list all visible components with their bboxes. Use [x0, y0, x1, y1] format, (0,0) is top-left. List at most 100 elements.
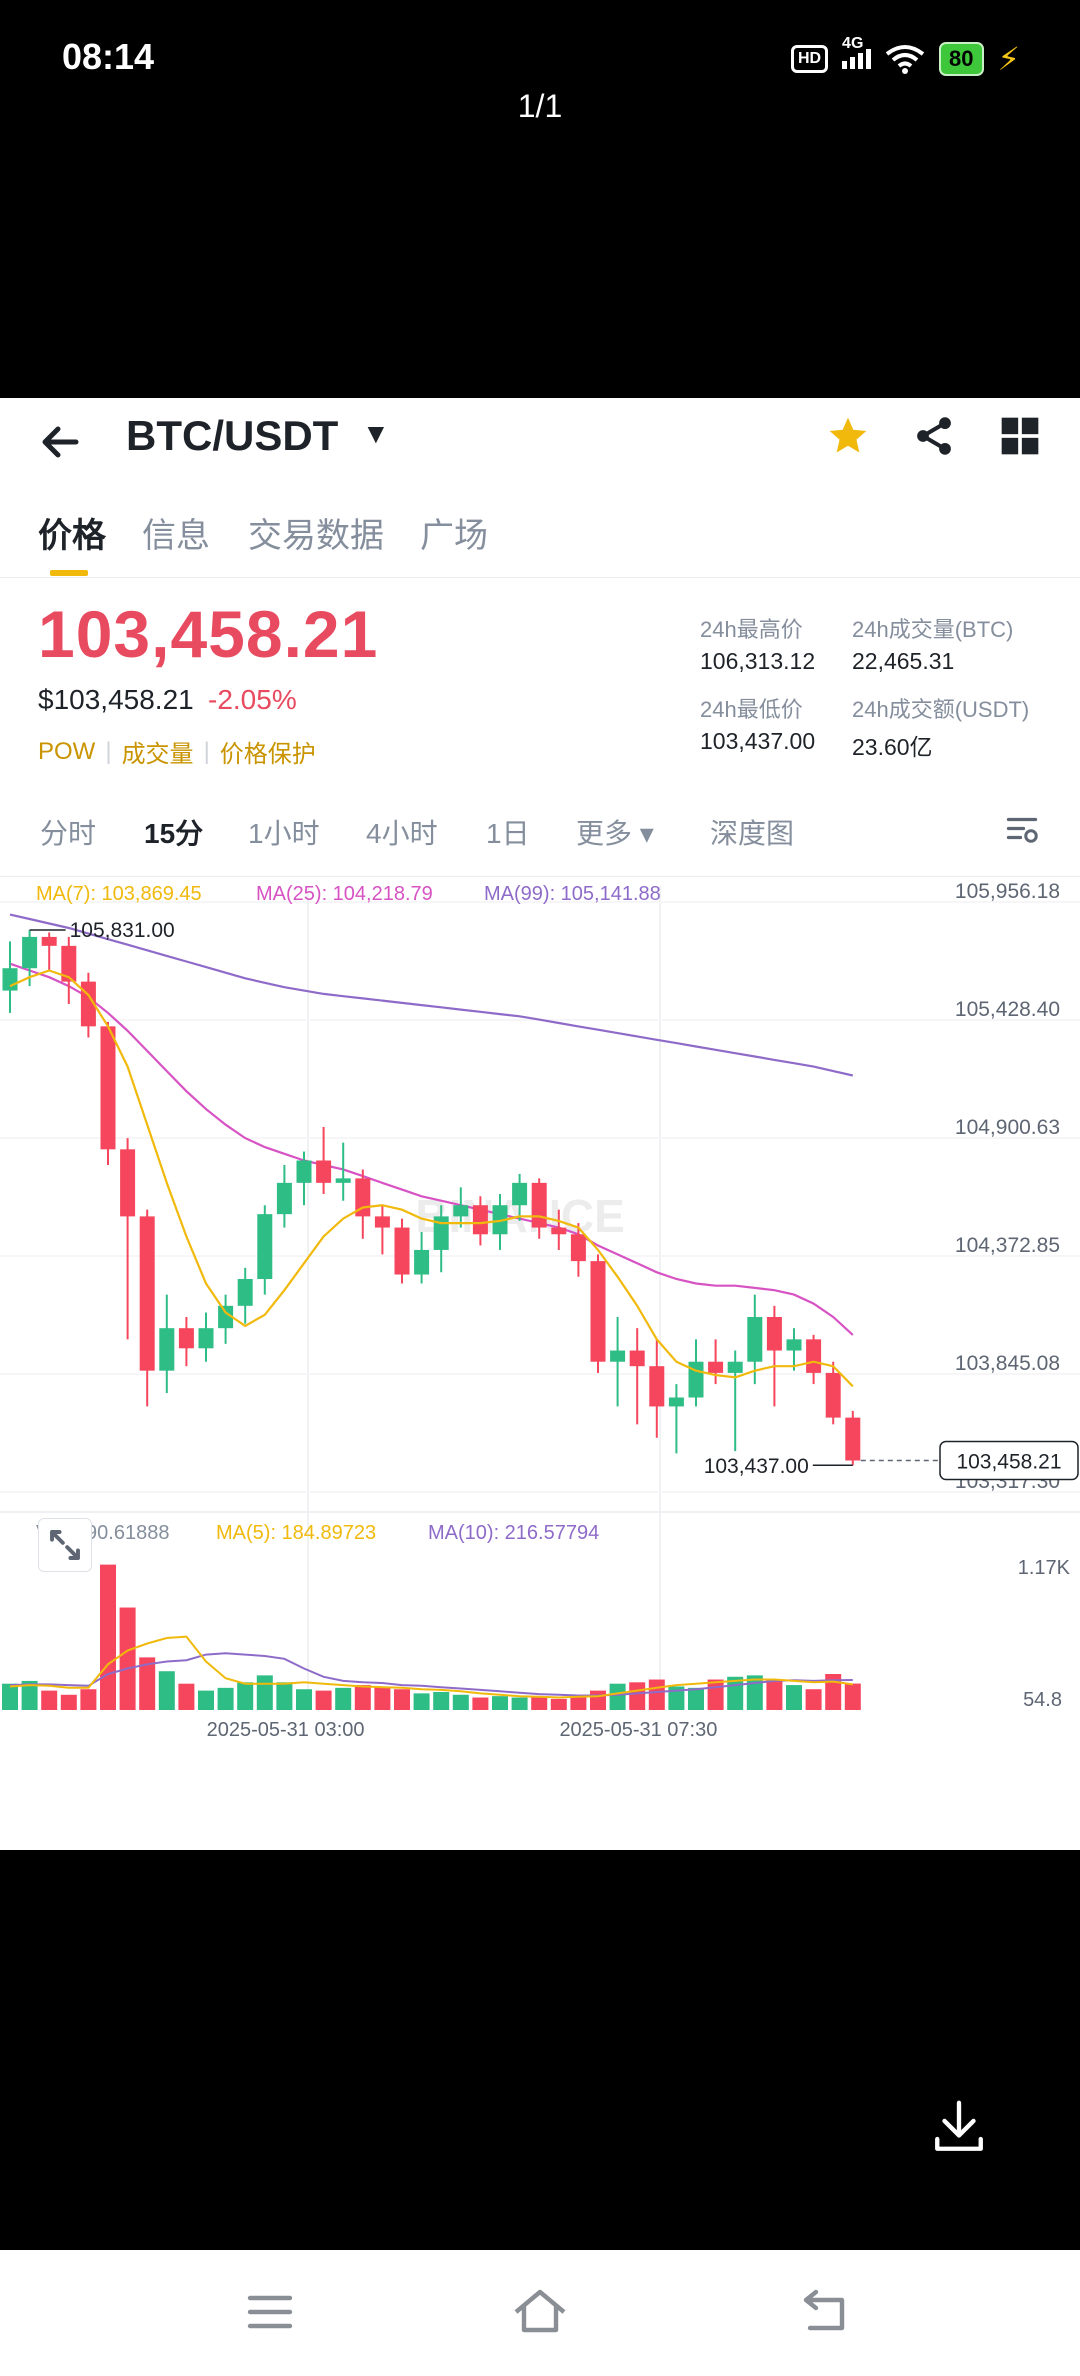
volume-bar	[805, 1689, 822, 1710]
download-icon[interactable]	[930, 2098, 988, 2156]
volume-bar	[158, 1671, 175, 1710]
back-nav-icon[interactable]	[798, 2288, 850, 2334]
candle-body	[708, 1361, 724, 1373]
price-change: -2.05%	[208, 684, 297, 715]
tab-info[interactable]: 信息	[142, 517, 210, 555]
volume-bar	[178, 1683, 195, 1710]
candle-body	[610, 1350, 626, 1362]
price-axis-label: 105,956.18	[955, 880, 1060, 903]
candle-body	[139, 1216, 155, 1371]
grid-menu-icon[interactable]	[998, 414, 1042, 458]
candle-body	[472, 1205, 488, 1235]
tag-divider: |	[105, 737, 112, 765]
volume-bar	[590, 1690, 606, 1710]
chart-settings-icon[interactable]	[1004, 812, 1040, 848]
recent-apps-icon[interactable]	[246, 2290, 294, 2334]
candle-body	[2, 968, 18, 991]
tab-square[interactable]: 广场	[420, 517, 488, 555]
pair-title[interactable]: BTC/USDT	[126, 412, 339, 459]
candle-body	[41, 936, 57, 946]
candle-body	[296, 1160, 312, 1183]
active-tab-indicator	[50, 570, 88, 576]
pair-header: BTC/USDT ▼	[0, 398, 1080, 498]
volume-bar	[492, 1696, 508, 1710]
volume-bar	[413, 1693, 430, 1710]
high-24h-label: 24h最高价	[700, 617, 803, 642]
navigation-bar	[0, 2250, 1080, 2376]
candle-body	[178, 1328, 194, 1349]
volume-bar	[139, 1657, 156, 1710]
volume-bar	[766, 1679, 783, 1710]
high-marker-label: 105,831.00	[70, 919, 175, 942]
candle-body	[570, 1234, 586, 1262]
share-icon[interactable]	[912, 414, 956, 458]
page-indicator: 1/1	[517, 88, 563, 124]
vol-ma10-legend: MA(10): 216.57794	[428, 1522, 599, 1544]
candle-body	[414, 1249, 430, 1275]
tf-more[interactable]: 更多 ▾	[576, 818, 654, 849]
ma99-line	[9, 913, 854, 1077]
tf-4h[interactable]: 4小时	[366, 818, 438, 849]
tf-line[interactable]: 分时	[40, 818, 97, 849]
vol-axis-label: 1.17K	[1018, 1557, 1071, 1579]
low-24h-label: 24h最低价	[700, 697, 803, 722]
tf-depth[interactable]: 深度图	[710, 818, 795, 849]
volume-bar	[394, 1689, 410, 1710]
expand-chart-button[interactable]	[38, 1518, 92, 1572]
volume-bar	[648, 1679, 665, 1710]
tab-price[interactable]: 价格	[38, 517, 106, 555]
candle-body	[237, 1278, 253, 1306]
volume-bar	[315, 1690, 332, 1710]
tag-pow[interactable]: POW	[38, 737, 96, 765]
candle-body	[668, 1397, 684, 1407]
volume-bar	[531, 1697, 548, 1710]
volume-bar	[688, 1687, 704, 1710]
volume-bar	[452, 1694, 469, 1710]
candle-body	[159, 1328, 175, 1371]
tf-1h[interactable]: 1小时	[248, 818, 320, 849]
back-arrow-icon[interactable]	[36, 418, 84, 466]
status-bar: 08:14 HD 4G 80 ⚡ 1/1	[0, 0, 1080, 124]
charging-icon: ⚡	[997, 41, 1020, 77]
volume-bar	[354, 1685, 371, 1710]
battery-indicator: 80	[939, 42, 984, 76]
candle-body	[100, 1026, 116, 1150]
candle-body	[120, 1149, 136, 1217]
ma7-line	[9, 969, 854, 1388]
volume-bar	[472, 1697, 489, 1710]
tag-price-protection[interactable]: 价格保护	[219, 741, 316, 768]
vol-usdt-value: 23.60亿	[852, 734, 933, 760]
tf-1d[interactable]: 1日	[486, 818, 530, 849]
volume-bar	[570, 1694, 587, 1710]
volume-bar	[786, 1685, 802, 1710]
price-axis-label: 103,845.08	[955, 1352, 1060, 1375]
volume-bar	[198, 1690, 214, 1710]
volume-bar	[2, 1683, 18, 1710]
price-axis-label: 104,900.63	[955, 1116, 1060, 1139]
candle-body	[825, 1372, 841, 1418]
vol-btc-value: 22,465.31	[852, 648, 955, 674]
time-axis-label: 2025-05-31 03:00	[207, 1719, 365, 1741]
wifi-icon	[885, 45, 925, 74]
volume-bar	[80, 1689, 97, 1710]
volume-bar	[550, 1698, 567, 1710]
timeframe-bar: 分时 15分 1小时 4小时 1日 更多 ▾ 深度图	[0, 812, 1080, 876]
favorite-star-icon[interactable]	[826, 414, 870, 458]
screenshot-content: BTC/USDT ▼ 价格 信息 交易数据 广场 103,458.21 $103…	[0, 398, 1080, 1850]
vol-ma5-line	[9, 1635, 853, 1699]
tf-15m[interactable]: 15分	[144, 818, 204, 849]
home-icon[interactable]	[510, 2286, 570, 2336]
vol-ma5-legend: MA(5): 184.89723	[216, 1522, 376, 1544]
chart-canvas: MA(7): 103,869.45 MA(25): 104,218.79 MA(99…	[0, 875, 1080, 1741]
candle-body	[806, 1339, 822, 1373]
candle-body	[590, 1261, 606, 1362]
tag-volume[interactable]: 成交量	[121, 741, 194, 768]
tab-trading-data[interactable]: 交易数据	[248, 517, 384, 555]
candle-body	[747, 1317, 763, 1362]
pair-dropdown-icon[interactable]: ▼	[362, 418, 390, 449]
candlestick-chart[interactable]: MA(7): 103,869.45 MA(25): 104,218.79 MA(99…	[0, 875, 1080, 1850]
last-price-box	[939, 1440, 1079, 1481]
volume-bar	[609, 1683, 626, 1710]
volume-bar	[217, 1687, 234, 1710]
cellular-signal-icon: 4G	[842, 35, 872, 69]
